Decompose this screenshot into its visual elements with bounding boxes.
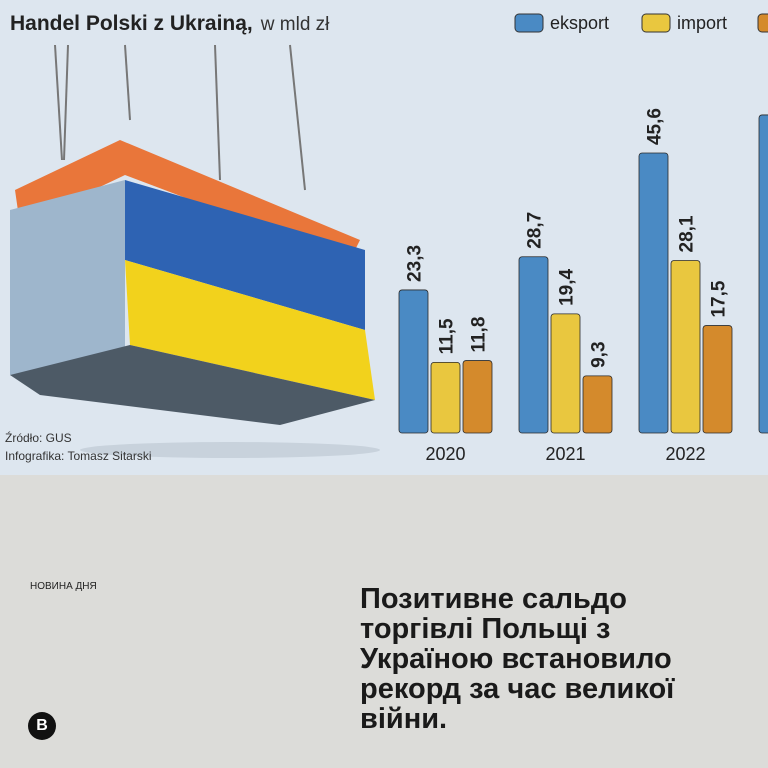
legend-label: eksport bbox=[550, 13, 609, 33]
headline-line: Україною встановило bbox=[360, 643, 672, 675]
logo: B bbox=[28, 712, 56, 740]
value-label: 19,4 bbox=[557, 268, 578, 305]
legend-label: import bbox=[677, 13, 727, 33]
tag: НОВИНА ДНЯ bbox=[30, 581, 97, 592]
value-label: 11,5 bbox=[437, 318, 458, 354]
bar bbox=[518, 256, 549, 434]
headline-line: рекорд за час великої bbox=[360, 673, 675, 705]
container-illustration bbox=[10, 44, 380, 458]
source: Źródło: GUS bbox=[5, 430, 72, 445]
bar bbox=[398, 289, 429, 434]
x-tick-label: 2020 bbox=[425, 444, 465, 464]
value-label: 45,6 bbox=[645, 108, 666, 145]
bar bbox=[702, 325, 733, 434]
chart-title: Handel Polski z Ukrainą, bbox=[10, 12, 253, 35]
value-label: 28,1 bbox=[677, 215, 698, 252]
headline-line: війни. bbox=[360, 703, 448, 735]
legend-swatch bbox=[641, 13, 671, 33]
x-tick-label: 2021 bbox=[545, 444, 585, 464]
bar bbox=[462, 360, 493, 434]
value-label: 28,7 bbox=[525, 212, 546, 249]
bar bbox=[582, 375, 613, 434]
legend-swatch bbox=[514, 13, 544, 33]
headline-line: торгівлі Польщі з bbox=[360, 613, 611, 645]
credit: Infografika: Tomasz Sitarski bbox=[5, 449, 152, 463]
value-label: 17,5 bbox=[709, 280, 730, 317]
bar bbox=[430, 361, 461, 434]
value-label: 23,3 bbox=[405, 245, 426, 282]
bar bbox=[550, 313, 581, 434]
bar bbox=[758, 114, 768, 434]
bar bbox=[638, 152, 669, 434]
x-tick-label: 2022 bbox=[665, 444, 705, 464]
headline-line: Позитивне сальдо bbox=[360, 583, 627, 615]
bar bbox=[670, 260, 701, 434]
value-label: 11,8 bbox=[469, 317, 490, 353]
legend-swatch bbox=[757, 13, 768, 33]
headline: Позитивне сальдо торгівлі Польщі з Україно… bbox=[360, 584, 674, 734]
chart-subtitle: w mld zł bbox=[260, 14, 330, 35]
chart: Handel Polski z Ukrainą, w mld zł Źródło… bbox=[0, 0, 768, 475]
value-label: 9,3 bbox=[589, 341, 610, 367]
